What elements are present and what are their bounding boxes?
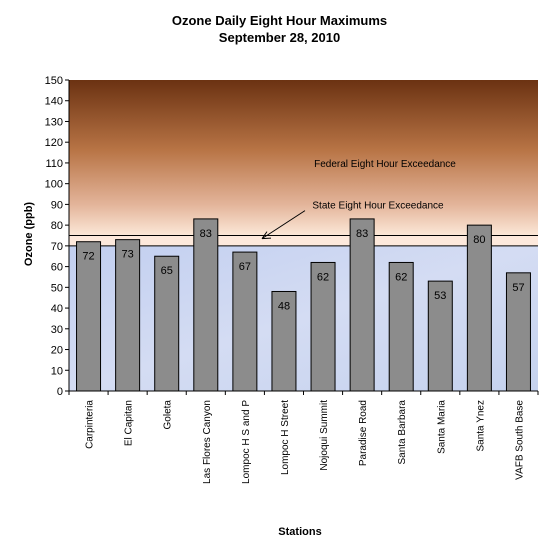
x-axis-label: Stations [278,526,322,538]
y-tick-label: 110 [45,158,63,170]
exceedance-zone [69,80,538,236]
y-tick-label: 70 [51,241,63,253]
y-tick-label: 20 [51,345,63,357]
x-tick-label: Paradise Road [358,400,369,466]
y-tick-label: 10 [51,365,63,377]
x-tick-label: VAFB South Base [514,400,525,480]
bar [193,218,219,392]
x-tick-label: Goleta [163,400,174,430]
y-tick-label: 130 [45,116,63,128]
bar [310,261,336,392]
y-tick-label: 120 [45,137,63,149]
state-band [69,235,538,246]
data-label: 48 [278,300,290,312]
bar [505,272,531,392]
bar [271,290,297,392]
x-tick-label: El Capitan [124,400,135,446]
x-tick-label: Santa Maria [436,400,447,454]
x-tick-label: Santa Barbara [397,400,408,465]
data-label: 67 [239,261,251,273]
y-tick-label: 30 [51,324,63,336]
data-label: 73 [122,249,134,261]
arrow-head [261,231,272,240]
x-tick-label: Carpinteria [85,400,96,449]
x-tick-label: Nojoqui Summit [319,400,330,471]
data-label: 62 [395,271,407,283]
bar [349,218,375,392]
chart-subtitle: September 28, 2010 [218,30,341,45]
bar [76,241,102,392]
data-label: 65 [161,265,173,277]
y-tick-label: 100 [45,179,63,191]
bar [466,224,492,392]
x-tick-label: Lompoc H S and P [241,400,252,484]
bar [115,239,141,392]
data-label: 57 [512,282,524,294]
data-label: 83 [356,228,368,240]
state-exceedance-annotation: State Eight Hour Exceedance [312,200,444,211]
data-label: 53 [434,290,446,302]
chart-title: Ozone Daily Eight Hour Maximums [171,13,388,28]
y-tick-label: 90 [51,199,63,211]
y-tick-label: 140 [45,96,63,108]
y-tick-label: 80 [51,220,63,232]
y-tick-label: 60 [51,262,63,274]
y-tick-label: 50 [51,282,63,294]
data-label: 83 [200,228,212,240]
below-standard-zone [69,245,538,391]
y-tick-label: 40 [51,303,63,315]
data-label: 62 [317,271,329,283]
data-label: 72 [82,251,94,263]
bar [154,255,180,392]
bar [388,261,414,392]
x-tick-label: Lompoc H Street [280,400,291,475]
annotation-arrow [261,210,306,240]
x-tick-label: Las Flores Canyon [202,400,213,484]
y-tick-label: 0 [57,386,63,398]
data-label: 80 [473,234,485,246]
x-tick-label: Santa Ynez [475,400,486,452]
federal-exceedance-annotation: Federal Eight Hour Exceedance [314,159,456,170]
y-tick-label: 150 [45,75,63,87]
